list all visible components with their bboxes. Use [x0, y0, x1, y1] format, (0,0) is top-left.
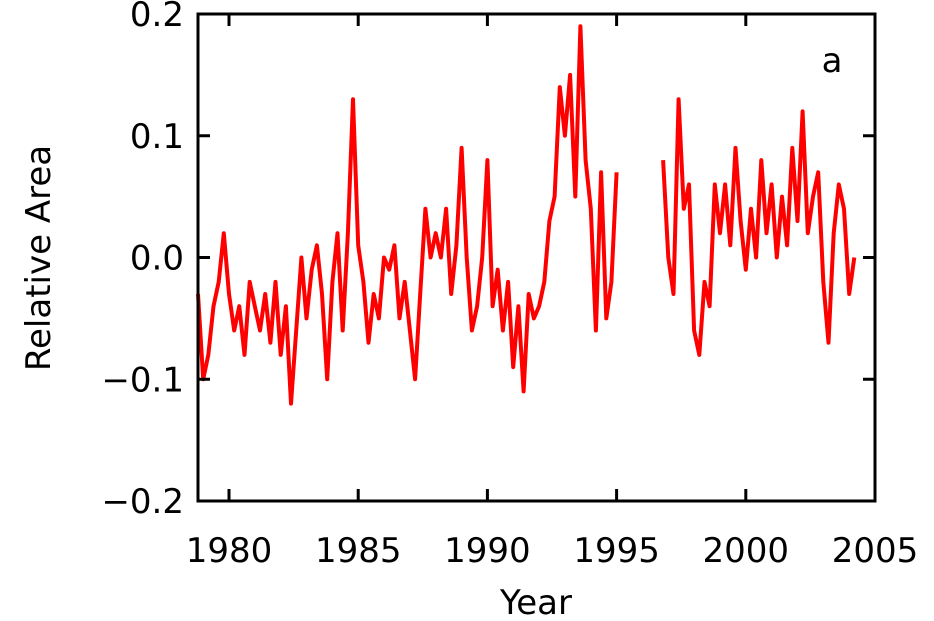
x-tick-label-2005: 2005: [832, 531, 919, 571]
axis-tick-labels: 1980 1985 1990 1995 2000 2005 0.2 0.1 0.0 −0.1 −0.…: [101, 0, 918, 571]
y-tick-label-1: 0.1: [130, 117, 184, 157]
y-tick-label-2: 0.0: [130, 239, 184, 279]
x-tick-label-1995: 1995: [573, 531, 660, 571]
x-tick-label-2000: 2000: [703, 531, 790, 571]
x-tick-label-1985: 1985: [315, 531, 402, 571]
x-tick-label-1980: 1980: [186, 531, 273, 571]
y-axis-title: Relative Area: [19, 145, 59, 371]
y-tick-label-4: −0.2: [101, 482, 184, 522]
axis-ticks: [198, 12, 877, 503]
panel-label: a: [822, 41, 843, 81]
x-tick-label-1990: 1990: [444, 531, 531, 571]
y-tick-label-3: −0.1: [101, 360, 184, 400]
x-axis-title: Year: [499, 583, 572, 621]
data-series-lines: [196, 24, 857, 406]
y-tick-label-0: 0.2: [130, 0, 184, 35]
series-line-segment-2: [661, 97, 857, 357]
series-line-segment-1: [196, 24, 619, 406]
